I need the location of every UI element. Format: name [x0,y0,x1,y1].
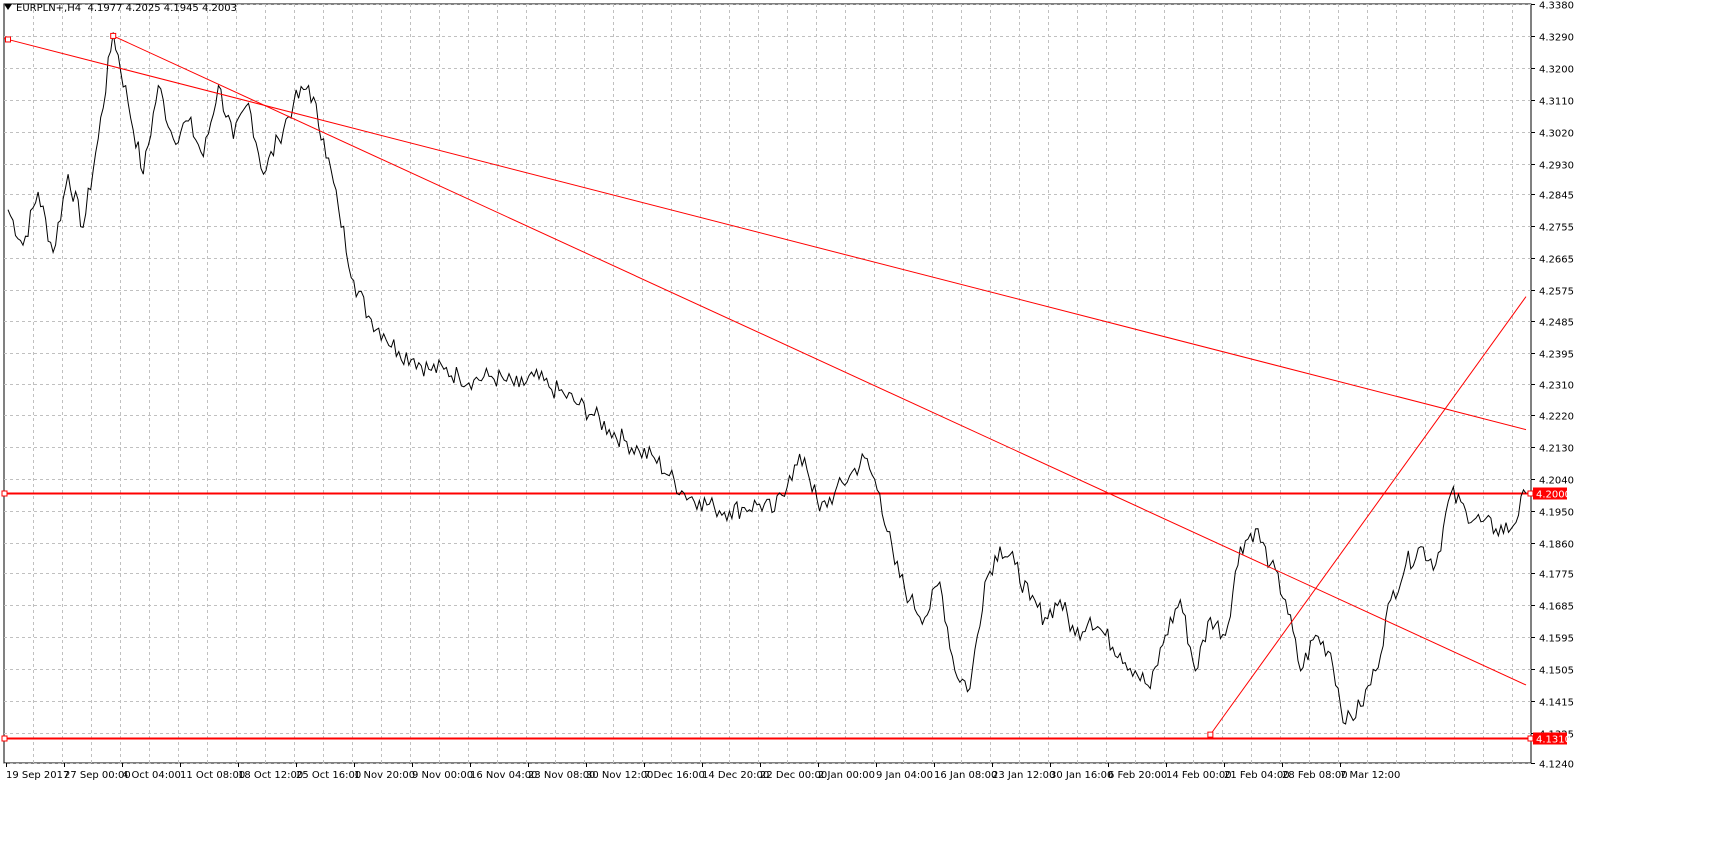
x-tick-label: 2 Jan 00:00 [818,770,875,781]
x-tick-label: 6 Feb 20:00 [1108,770,1167,781]
x-tick-label: 27 Sep 00:00 [64,770,131,781]
y-tick-label: 4.2220 [1539,412,1574,423]
y-tick-label: 4.2130 [1539,444,1574,455]
x-tick-label: 28 Feb 08:00 [1282,770,1348,781]
level-price-badge [1533,487,1567,500]
y-tick-label: 4.3290 [1539,33,1574,44]
y-tick-label: 4.2755 [1539,223,1574,234]
trendline-anchor [110,32,117,39]
y-tick-label: 4.1415 [1539,698,1574,709]
dropdown-triangle-icon[interactable] [4,4,12,10]
x-tick-label: 16 Nov 04:00 [470,770,537,781]
y-tick-label: 4.1950 [1539,508,1574,519]
x-tick-label: 16 Jan 08:00 [934,770,997,781]
y-tick-label: 4.1685 [1539,602,1574,613]
price-line [7,32,1527,725]
symbol-label: EURPLN+,H4 [16,3,82,14]
x-tick-label: 30 Jan 16:00 [1050,770,1113,781]
y-tick-label: 4.1860 [1539,540,1574,551]
x-tick-label: 7 Dec 16:00 [644,770,705,781]
plot-frame [3,3,1532,764]
level-anchor [1,490,8,497]
y-tick-label: 4.1505 [1539,666,1574,677]
trendline-anchor [1207,731,1214,738]
y-tick-label: 4.3380 [1539,1,1574,12]
y-tick-label: 4.3200 [1539,65,1574,76]
y-tick-label: 4.2665 [1539,255,1574,266]
y-tick-label: 4.2040 [1539,476,1574,487]
x-tick-label: 14 Feb 00:00 [1166,770,1232,781]
y-tick-label: 4.3020 [1539,129,1574,140]
x-tick-label: 23 Jan 12:00 [992,770,1055,781]
x-tick-label: 25 Oct 16:00 [296,770,361,781]
x-tick-label: 23 Nov 08:00 [528,770,595,781]
x-tick-label: 11 Oct 08:00 [180,770,245,781]
level-price-badge [1533,732,1567,745]
level-anchor [1527,735,1534,742]
ohlc-values: 4.1977 4.2025 4.1945 4.2003 [87,3,237,14]
x-tick-label: 9 Nov 00:00 [412,770,473,781]
y-tick-label: 4.1775 [1539,570,1574,581]
level-anchor [1,735,8,742]
y-tick-label: 4.2845 [1539,191,1574,202]
y-tick-label: 4.2575 [1539,287,1574,298]
y-tick-label: 4.3110 [1539,97,1574,108]
x-tick-label: 9 Jan 04:00 [876,770,933,781]
y-tick-label: 4.1240 [1539,760,1574,771]
y-tick-label: 4.2485 [1539,318,1574,329]
x-tick-label: 18 Oct 12:00 [238,770,303,781]
x-tick-label: 1 Nov 20:00 [354,770,415,781]
x-tick-label: 7 Mar 12:00 [1340,770,1400,781]
x-tick-label: 19 Sep 2017 [6,770,69,781]
y-tick-label: 4.2930 [1539,161,1574,172]
level-anchor [1527,490,1534,497]
x-tick-label: 30 Nov 12:00 [586,770,653,781]
level-price-label: 4.2000 [1536,490,1571,501]
trendline [1209,296,1527,735]
y-tick-label: 4.1595 [1539,634,1574,645]
trendline [3,37,1527,431]
chart-header: EURPLN+,H4 4.1977 4.2025 4.1945 4.2003 [4,3,237,14]
x-tick-label: 22 Dec 00:00 [760,770,827,781]
x-tick-label: 21 Feb 04:00 [1224,770,1290,781]
y-tick-label: 4.2310 [1539,381,1574,392]
x-tick-label: 4 Oct 04:00 [122,770,181,781]
x-tick-label: 14 Dec 20:00 [702,770,769,781]
level-price-label: 4.1310 [1536,735,1571,746]
trendline [112,35,1527,686]
y-tick-label: 4.2395 [1539,350,1574,361]
trendline-anchor [5,36,11,43]
